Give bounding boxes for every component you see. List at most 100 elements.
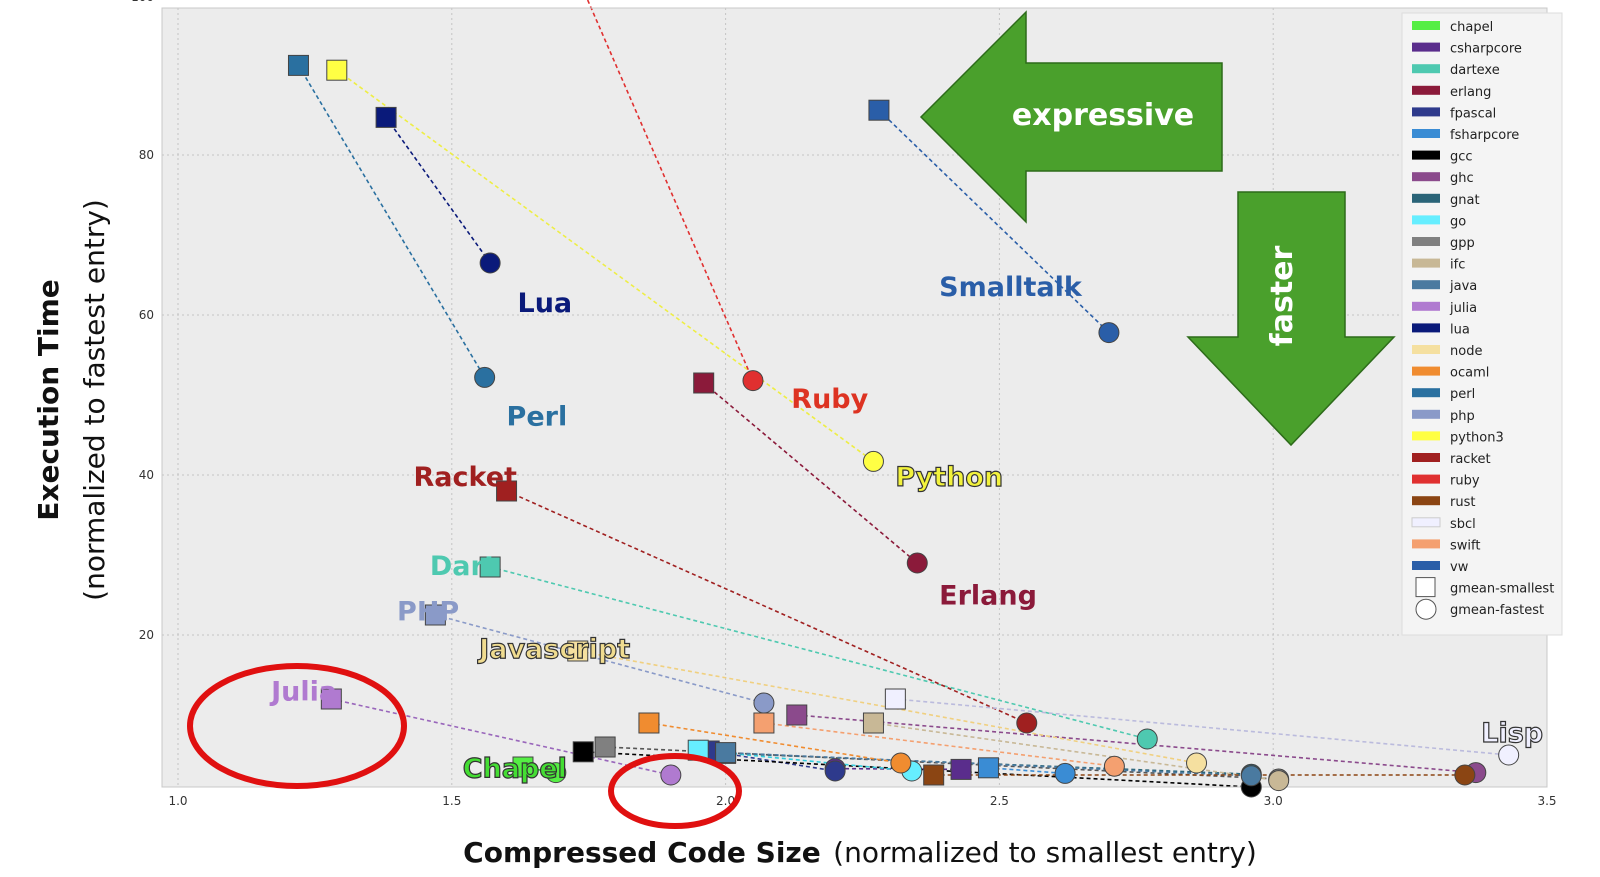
erlang-legend-swatch [1412,85,1440,95]
y-tick-labels: 20 40 60 80 100 [131,0,154,642]
node-smallest-marker [567,640,589,662]
rust-legend-swatch [1412,496,1440,506]
sbcl-legend-label: sbcl [1450,517,1476,532]
gcc-legend-label: gcc [1450,150,1473,165]
ruby-language-label: Ruby [791,384,868,415]
perl-smallest-marker [287,54,309,76]
erlang-connector-line [703,382,918,564]
java-legend-swatch [1412,280,1440,290]
swift-fastest-marker [1103,755,1125,777]
php-connector-line [435,614,765,704]
x-tick-labels: 1.0 1.5 2.0 2.5 3.0 3.5 [168,794,1556,808]
java-smallest-marker [715,742,737,764]
vw-fastest-marker [1098,322,1120,344]
chapel-language-label: Chapel [463,753,567,784]
fsharpcore-legend-swatch [1412,129,1440,138]
node-language-label: Javascript [477,634,630,665]
php-smallest-marker [424,604,446,626]
gcc-legend-swatch [1412,150,1440,160]
ifc-smallest-marker [862,712,884,734]
expressive-arrow [919,10,1223,224]
ifc-legend-swatch [1412,258,1440,268]
data-markers [287,54,1520,798]
ghc-connector-line [796,714,1476,774]
y-tick-label: 60 [139,308,154,322]
x-axis-title-main: Compressed Code Size [463,836,821,869]
dartexe-language-label: Dart [430,551,497,582]
racket-smallest-marker [496,480,518,502]
dartexe-legend-swatch [1412,64,1440,74]
erlang-fastest-marker [906,552,928,574]
lua-language-label: Lua [518,288,573,319]
y-tick-label: 40 [139,468,154,482]
python3-connector-line [336,69,874,463]
php-language-label: PHP [397,597,459,628]
x-tick-label: 3.5 [1537,794,1556,808]
vw-smallest-marker [868,99,890,121]
julia-legend-swatch [1412,301,1440,311]
y-tick-label: 20 [139,628,154,642]
perl-legend-label: perl [1450,387,1475,402]
gpp-smallest-marker [594,736,616,758]
marker-legend-square [1415,577,1436,598]
ruby-fastest-marker [742,370,764,392]
swift-connector-line [763,722,1115,767]
node-legend-swatch [1412,345,1440,354]
rust-fastest-marker [1454,764,1476,786]
ifc-connector-line [873,722,1279,782]
grid [162,8,1548,787]
julia-legend-label: julia [1449,301,1477,316]
swift-legend-label: swift [1450,538,1480,553]
php-legend-label: php [1450,409,1475,424]
fpascal-legend-swatch [1412,107,1440,117]
x-tick-label: 1.5 [442,794,461,808]
python3-smallest-marker [326,59,348,81]
lua-smallest-marker [375,106,397,128]
java-fastest-marker [1240,765,1262,787]
perl-legend-swatch [1412,388,1440,398]
erlang-smallest-marker [693,372,715,394]
chapel-smallest-marker [512,756,534,778]
swift-legend-swatch [1412,539,1440,549]
lua-fastest-marker [479,252,501,274]
python3-language-label: Python [895,462,1003,493]
php-legend-swatch [1412,409,1440,419]
racket-legend-swatch [1412,453,1440,462]
gpp-legend-swatch [1412,237,1440,246]
chapel-connector-line [522,766,556,774]
gpp-legend-label: gpp [1450,236,1475,251]
csharpcore-legend-swatch [1412,42,1440,52]
ghc-smallest-marker [786,704,808,726]
perl-language-label: Perl [507,401,568,432]
language-labels: Chapel Dart Erlang Julia Lua Javascript Perl PH… [269,272,1544,785]
ruby-legend-swatch [1412,474,1440,484]
php-fastest-marker [753,692,775,714]
java-connector-line [725,751,1252,777]
x-tick-label: 3.0 [1264,794,1283,808]
julia-language-label: Julia [269,677,337,708]
chapel-fastest-marker [545,762,567,784]
racket-connector-line [506,490,1028,724]
racket-fastest-marker [1016,712,1038,734]
x-tick-label: 1.0 [168,794,187,808]
ocaml-connector-line [648,722,901,764]
racket-legend-label: racket [1450,452,1491,467]
racket-language-label: Racket [413,462,517,493]
sbcl-legend-swatch [1411,517,1441,528]
python3-fastest-marker [862,450,884,472]
rust-smallest-marker [923,764,945,786]
julia-fastest-highlight-ellipse [608,753,742,829]
java-legend-label: java [1449,279,1477,294]
julia-connector-line [331,698,672,776]
perl-connector-line [297,64,486,378]
csharpcore-smallest-marker [950,758,972,780]
sbcl-connector-line [895,698,1509,756]
legend: chapel csharpcore dartexe erlang fpascal fsha… [1411,20,1554,620]
faster-arrow-label: faster [1265,245,1300,346]
dartexe-fastest-marker [1136,728,1158,750]
go-legend-label: go [1450,214,1466,229]
rust-legend-label: rust [1450,495,1475,510]
perl-fastest-marker [474,366,496,388]
julia-smallest-marker [320,688,342,710]
